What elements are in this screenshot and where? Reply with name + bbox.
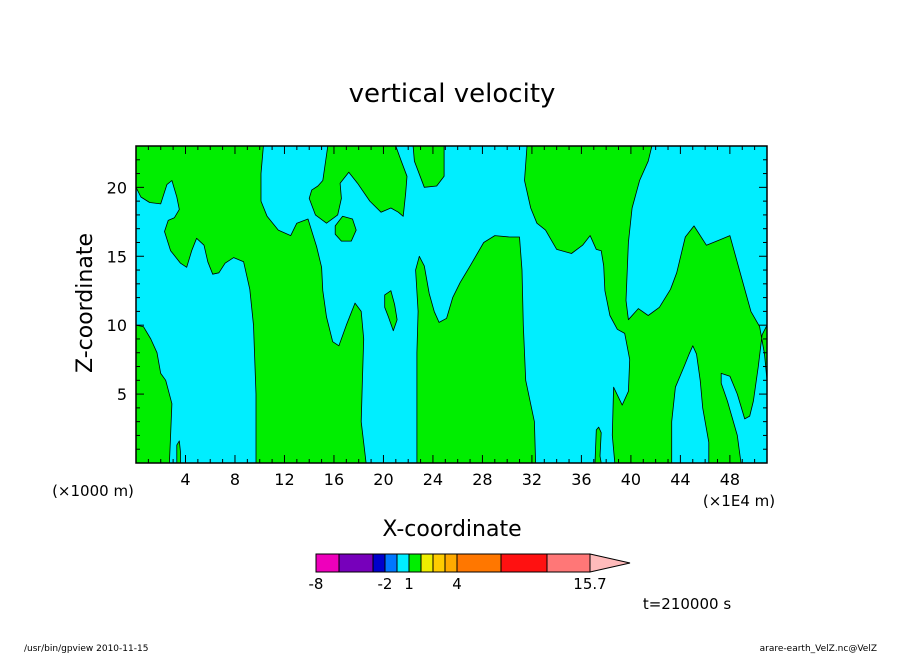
x-tick-label: 4: [180, 470, 190, 489]
x-tick-label: 40: [621, 470, 641, 489]
x-tick-label: 36: [571, 470, 591, 489]
footer-left: /usr/bin/gpview 2010-11-15: [24, 644, 148, 654]
footer-right: arare-earth_VelZ.nc@VelZ: [760, 644, 877, 654]
y-tick-label: 5: [117, 385, 127, 404]
colorbar-box: [500, 553, 548, 573]
green-region-left: [135, 145, 367, 464]
x-tick-label: 32: [522, 470, 542, 489]
x-tick-label: 16: [324, 470, 344, 489]
x-unit-left: (×1000 m): [52, 482, 134, 500]
colorbar-box: [444, 553, 458, 573]
colorbar-arrow: [589, 553, 631, 573]
colorbar-label: 15.7: [573, 575, 606, 593]
colorbar-label: -8: [309, 575, 324, 593]
colorbar-box: [315, 553, 340, 573]
green-region-small-bottom: [176, 440, 181, 464]
green-region-upper-dot: [334, 215, 357, 242]
green-region-top-right: [524, 145, 768, 464]
colorbar-box: [372, 553, 386, 573]
y-axis-ticks: 5 10 15 20: [107, 159, 767, 450]
x-tick-label: 24: [423, 470, 443, 489]
colorbar-box: [456, 553, 502, 573]
x-axis-label: X-coordinate: [382, 517, 521, 542]
x-axis-ticks: 4 8 12 16 20 24 28 32 36 40 44 48: [147, 146, 768, 489]
x-unit-right: (×1E4 m): [703, 492, 775, 510]
y-tick-label: 20: [107, 178, 127, 197]
colorbar-box: [396, 553, 410, 573]
green-region-small-right: [594, 426, 602, 464]
plot-frame: [135, 145, 768, 464]
colorbar-label: 4: [452, 575, 462, 593]
time-label: t=210000 s: [643, 595, 731, 613]
chart-title: vertical velocity: [349, 79, 556, 109]
y-tick-label: 10: [107, 316, 127, 335]
colorbar-box: [420, 553, 434, 573]
green-region-center: [308, 145, 408, 224]
colorbar-box: [432, 553, 446, 573]
green-region-mid: [415, 235, 536, 464]
colorbar: -8 -2 1 4 15.7: [309, 553, 631, 593]
colorbar-box: [338, 553, 374, 573]
contour-regions: [135, 145, 768, 464]
green-region-small-islet: [384, 290, 398, 332]
x-tick-label: 8: [230, 470, 240, 489]
x-tick-label: 12: [274, 470, 294, 489]
x-tick-label: 44: [670, 470, 690, 489]
colorbar-label: -2: [378, 575, 393, 593]
colorbar-label: 1: [404, 575, 414, 593]
x-tick-label: 48: [720, 470, 740, 489]
x-tick-label: 28: [472, 470, 492, 489]
y-axis-label: Z-coordinate: [73, 233, 98, 373]
x-tick-label: 20: [373, 470, 393, 489]
colorbar-box: [546, 553, 591, 573]
y-tick-label: 15: [107, 247, 127, 266]
colorbar-box: [384, 553, 398, 573]
colorbar-box: [408, 553, 422, 573]
